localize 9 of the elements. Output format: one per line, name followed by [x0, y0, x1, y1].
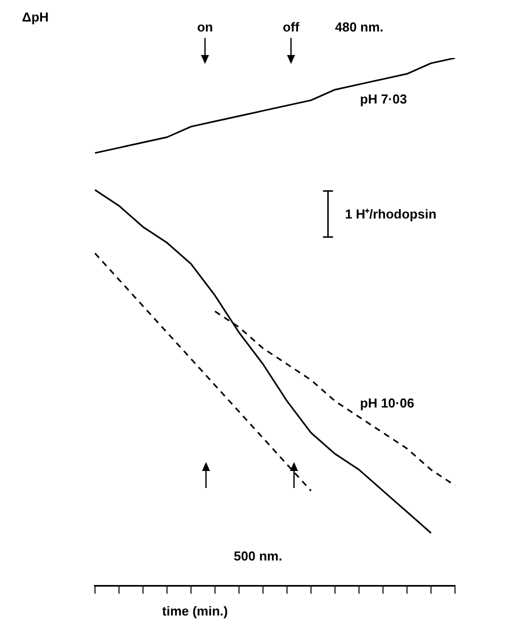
annotation: 500 nm. — [234, 548, 282, 564]
text: on — [197, 20, 213, 35]
text: 480 nm. — [335, 20, 384, 35]
text: off — [282, 20, 300, 35]
annotation: pH 10·06 — [360, 396, 414, 411]
y-axis-title: ΔpH — [22, 10, 49, 25]
x-axis-title: time (min.) — [162, 604, 228, 619]
annotation: 1 H⁺/rhodopsin — [345, 206, 436, 222]
annotation: pH 7·03 — [360, 92, 407, 107]
